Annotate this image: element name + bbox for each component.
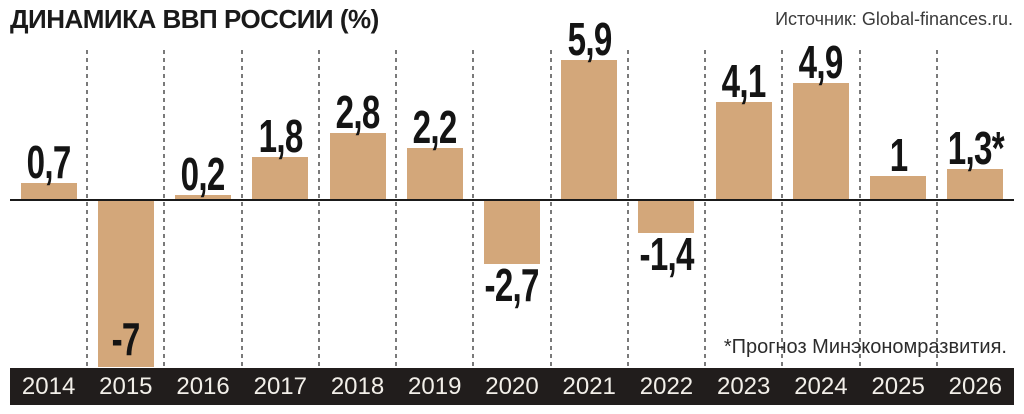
column-separator-dashed-line (626, 50, 629, 368)
year-label-2020: 2020 (485, 373, 539, 400)
year-label-2015: 2015 (99, 373, 153, 400)
bar-2020 (484, 200, 540, 265)
year-label-2014: 2014 (21, 373, 76, 400)
year-label-2026: 2026 (948, 373, 1003, 400)
bar-2016 (175, 195, 232, 200)
column-separator-dashed-line (549, 50, 552, 368)
year-label-2019: 2019 (408, 373, 462, 400)
year-label-2025: 2025 (871, 373, 925, 400)
column-separator-dashed-line (935, 50, 938, 368)
bar-2023 (715, 102, 772, 200)
bar-2026 (947, 169, 1004, 200)
bar-2019 (406, 147, 463, 200)
bar-2014 (20, 183, 77, 200)
value-label-2014: 0,7 (26, 136, 72, 189)
value-label-2015: -7 (111, 313, 141, 365)
column-separator-dashed-line (240, 50, 243, 368)
column-separator-dashed-line (781, 50, 784, 368)
year-label-2018: 2018 (330, 373, 385, 400)
year-label-2023: 2023 (716, 373, 771, 400)
value-label-2016: 0,2 (181, 148, 226, 201)
value-label-2023: 4,1 (721, 55, 767, 108)
bar-2022 (638, 200, 695, 234)
bar-2015 (97, 200, 154, 367)
bar-2025 (870, 176, 927, 200)
value-label-2019: 2,2 (412, 100, 458, 153)
column-separator-dashed-line (858, 50, 861, 368)
column-separator-dashed-line (395, 50, 398, 368)
year-label-2016: 2016 (176, 373, 230, 400)
column-separator-dashed-line (163, 50, 166, 368)
chart-title: ДИНАМИКА ВВП РОССИИ (%) (10, 4, 379, 34)
column-separator-dashed-line (317, 50, 320, 368)
column-separator-dashed-line (472, 50, 475, 368)
plot-area: 0,7 2014 -7 2015 0,2 2016 1,8 2017 2,8 2018 2,2 201… (10, 0, 1014, 414)
year-label-2017: 2017 (253, 373, 307, 400)
year-axis-band (10, 368, 1014, 405)
bar-2017 (252, 157, 309, 200)
forecast-footnote: *Прогноз Минэкономразвития. (723, 336, 1007, 358)
year-label-2022: 2022 (639, 373, 694, 400)
zero-baseline (10, 199, 1014, 201)
column-separator-dashed-line (704, 50, 707, 368)
value-label-2018: 2,8 (335, 86, 381, 139)
value-label-2024: 4,9 (798, 36, 844, 89)
value-label-2022: -1,4 (639, 228, 694, 281)
year-label-2021: 2021 (562, 373, 616, 400)
value-label-2017: 1,8 (258, 110, 303, 163)
source-label: Источник: Global-finances.ru. (775, 9, 1013, 29)
value-label-2025: 1 (889, 129, 907, 182)
column-separator-dashed-line (86, 50, 89, 368)
value-label-2021: 5,9 (567, 12, 612, 65)
value-label-2026: 1,3* (947, 122, 1005, 175)
bar-2024 (792, 83, 849, 200)
value-label-2020: -2,7 (484, 259, 540, 312)
bar-2018 (329, 133, 386, 200)
year-label-2024: 2024 (794, 373, 848, 400)
bar-2021 (561, 59, 618, 200)
